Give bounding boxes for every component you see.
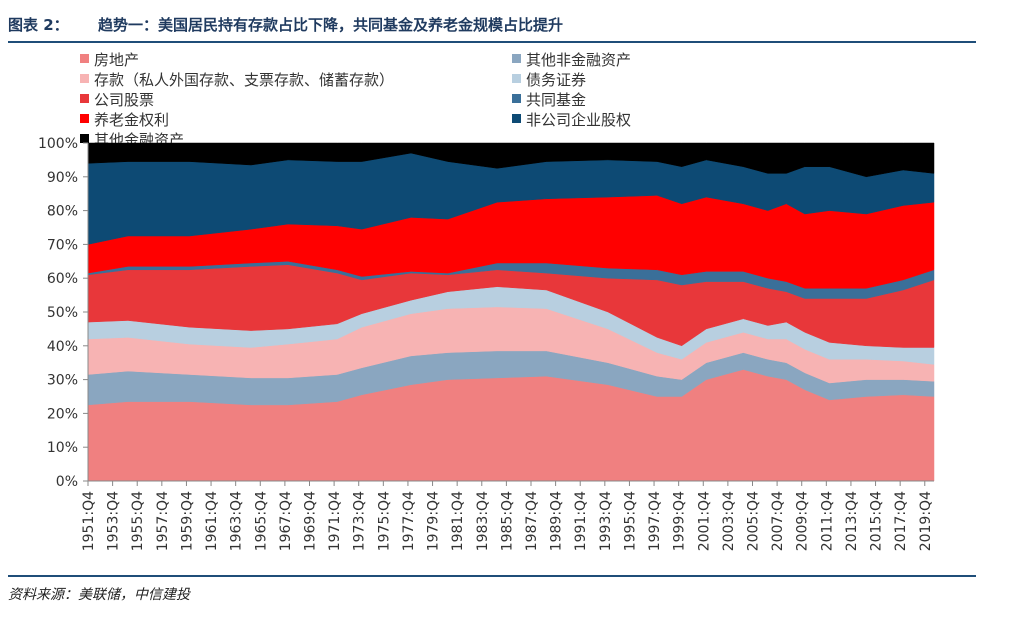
x-tick-label: 2015:Q4 bbox=[869, 491, 885, 551]
x-tick-label: 1957:Q4 bbox=[155, 491, 171, 551]
legend-swatch bbox=[80, 134, 89, 143]
x-tick-label: 2001:Q4 bbox=[696, 491, 712, 551]
legend-label: 其他非金融资产 bbox=[526, 51, 631, 69]
source-note: 资料来源：美联储，中信建投 bbox=[8, 587, 190, 603]
bottom-rule bbox=[8, 575, 976, 577]
figure-header: 图表 2： 趋势一：美国居民持有存款占比下降，共同基金及养老金规模占比提升 bbox=[8, 8, 998, 38]
x-tick-label: 1987:Q4 bbox=[524, 491, 540, 551]
x-tick-label: 1953:Q4 bbox=[106, 491, 122, 551]
x-tick-label: 1959:Q4 bbox=[179, 491, 195, 551]
x-tick-label: 1993:Q4 bbox=[598, 491, 614, 551]
legend: 房地产存款（私人外国存款、支票存款、储蓄存款）公司股票养老金权利其他金融资产其他… bbox=[80, 51, 631, 149]
legend-swatch bbox=[512, 114, 521, 123]
figure-label: 图表 2： bbox=[8, 16, 69, 34]
y-tick-label: 100% bbox=[38, 136, 78, 152]
legend-label: 非公司企业股权 bbox=[526, 111, 631, 129]
legend-label: 房地产 bbox=[94, 51, 139, 69]
y-tick-label: 80% bbox=[47, 204, 78, 220]
x-tick-label: 1981:Q4 bbox=[450, 491, 466, 551]
y-tick-label: 30% bbox=[47, 373, 78, 389]
x-tick-label: 1995:Q4 bbox=[622, 491, 638, 551]
x-tick-label: 1989:Q4 bbox=[549, 491, 565, 551]
x-tick-label: 2013:Q4 bbox=[844, 491, 860, 551]
x-tick-label: 1965:Q4 bbox=[253, 491, 269, 551]
legend-swatch bbox=[512, 54, 521, 63]
legend-swatch bbox=[512, 94, 521, 103]
x-tick-label: 1969:Q4 bbox=[302, 491, 318, 551]
x-tick-label: 2005:Q4 bbox=[745, 491, 761, 551]
x-tick-label: 1999:Q4 bbox=[672, 491, 688, 551]
y-tick-label: 0% bbox=[56, 474, 78, 490]
x-tick-label: 1951:Q4 bbox=[81, 491, 97, 551]
x-tick-label: 2011:Q4 bbox=[819, 491, 835, 551]
x-tick-label: 1997:Q4 bbox=[647, 491, 663, 551]
x-tick-label: 1971:Q4 bbox=[327, 491, 343, 551]
figure-title: 趋势一：美国居民持有存款占比下降，共同基金及养老金规模占比提升 bbox=[98, 16, 564, 34]
x-tick-label: 2019:Q4 bbox=[918, 491, 934, 551]
legend-swatch bbox=[80, 54, 89, 63]
area-series-9 bbox=[87, 142, 935, 178]
x-tick-label: 1991:Q4 bbox=[573, 491, 589, 551]
x-tick-label: 1963:Q4 bbox=[229, 491, 245, 551]
y-tick-label: 90% bbox=[47, 170, 78, 186]
y-tick-label: 40% bbox=[47, 339, 78, 355]
x-tick-label: 1955:Q4 bbox=[130, 491, 146, 551]
x-tick-label: 1977:Q4 bbox=[401, 491, 417, 551]
x-tick-label: 1985:Q4 bbox=[499, 491, 515, 551]
x-tick-label: 1983:Q4 bbox=[475, 491, 491, 551]
x-tick-label: 1979:Q4 bbox=[426, 491, 442, 551]
legend-label: 存款（私人外国存款、支票存款、储蓄存款） bbox=[94, 71, 394, 89]
x-tick-label: 2017:Q4 bbox=[893, 491, 909, 551]
legend-swatch bbox=[80, 74, 89, 83]
y-tick-label: 50% bbox=[47, 305, 78, 321]
y-tick-label: 20% bbox=[47, 406, 78, 422]
x-tick-label: 1961:Q4 bbox=[204, 491, 220, 551]
stacked-area-chart: 房地产存款（私人外国存款、支票存款、储蓄存款）公司股票养老金权利其他金融资产其他… bbox=[38, 51, 935, 551]
area-series-group bbox=[87, 142, 935, 482]
x-axis: 1951:Q4 1953:Q4 1955:Q4 1957:Q4 1959:Q4 1961:… bbox=[81, 480, 934, 551]
x-tick-label: 2009:Q4 bbox=[795, 491, 811, 551]
legend-label: 共同基金 bbox=[526, 91, 586, 109]
x-tick-label: 1967:Q4 bbox=[278, 491, 294, 551]
legend-swatch bbox=[80, 114, 89, 123]
y-axis: 0% 10% 20% 30% 40% 50% 60% 70% 80% 90% 100% bbox=[38, 136, 89, 490]
y-tick-label: 60% bbox=[47, 271, 78, 287]
legend-label: 养老金权利 bbox=[94, 111, 169, 129]
x-tick-label: 2003:Q4 bbox=[721, 491, 737, 551]
legend-swatch bbox=[512, 74, 521, 83]
top-rule bbox=[8, 41, 976, 43]
x-tick-label: 1975:Q4 bbox=[376, 491, 392, 551]
x-tick-label: 1973:Q4 bbox=[352, 491, 368, 551]
legend-swatch bbox=[80, 94, 89, 103]
x-tick-label: 2007:Q4 bbox=[770, 491, 786, 551]
legend-label: 公司股票 bbox=[94, 91, 154, 109]
y-tick-label: 70% bbox=[47, 237, 78, 253]
legend-label: 债务证券 bbox=[526, 71, 586, 89]
y-tick-label: 10% bbox=[47, 440, 78, 456]
